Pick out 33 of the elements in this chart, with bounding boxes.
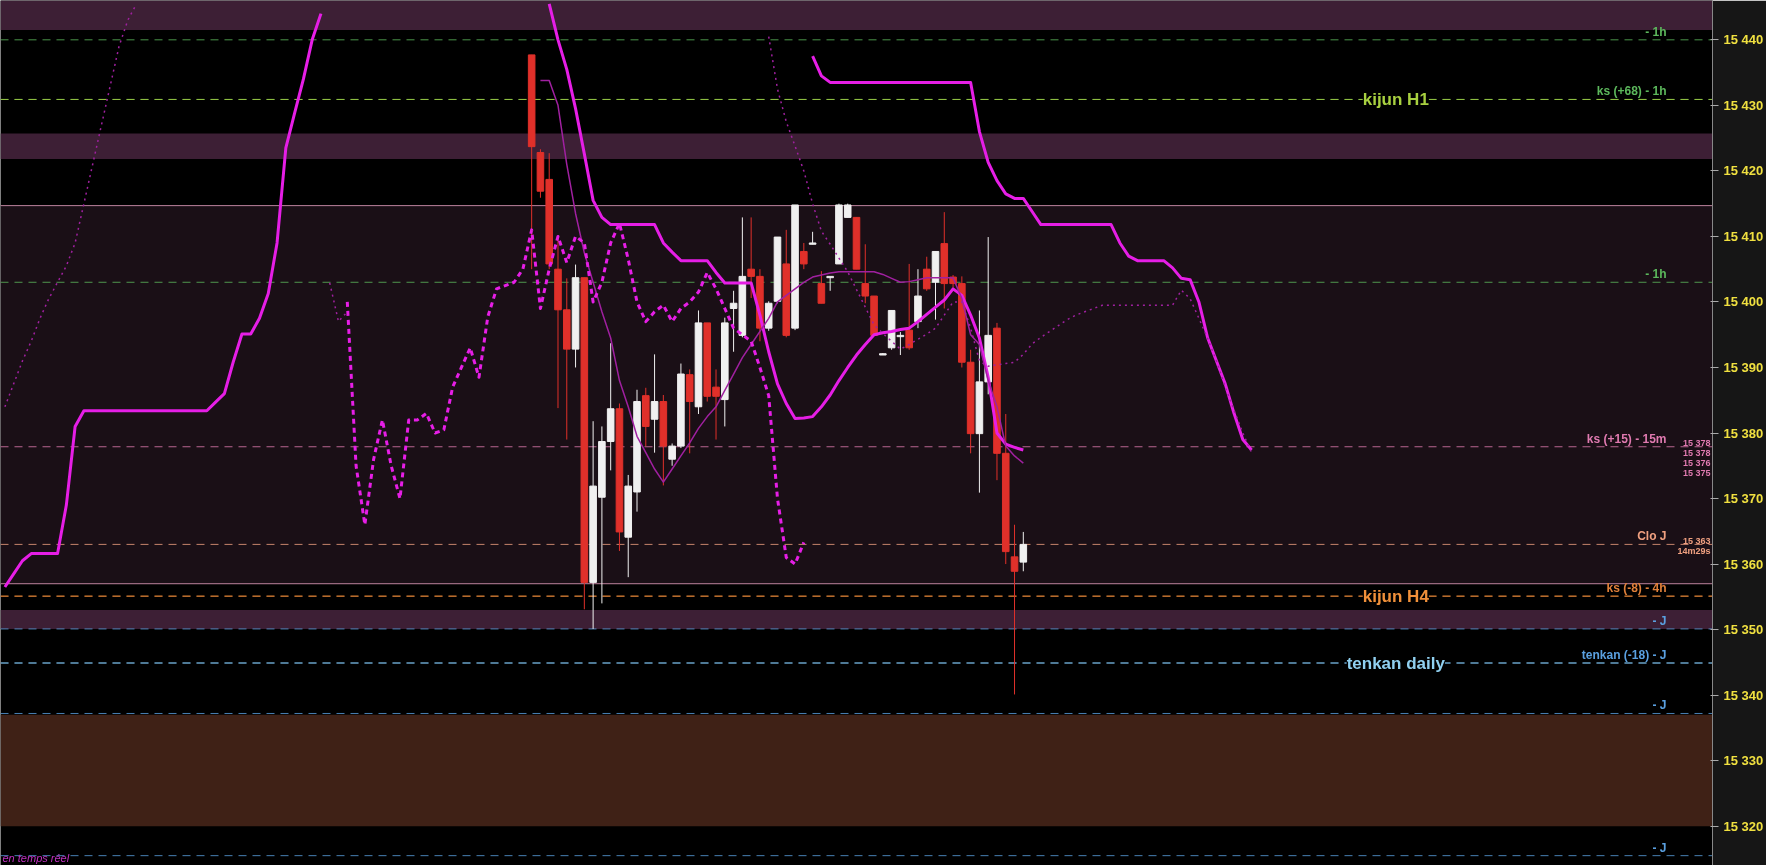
ref-line-label: - 1h [1645,267,1667,282]
y-tick-label: 15 390 [1723,359,1764,375]
ref-line-label: ks (+68) - 1h [1596,84,1667,99]
y-tick-label: 15 410 [1723,228,1764,244]
annotation: en temps réel [2,851,70,864]
y-tick-label: 15 340 [1723,687,1764,703]
ref-line-label: kijun H1 [1362,89,1429,109]
y-tick-label: 15 440 [1723,32,1764,48]
ref-line-label: kijun H4 [1362,586,1430,606]
y-tick-label: 15 330 [1723,753,1764,769]
y-tick-label: 15 320 [1723,818,1764,834]
ref-line-label: ks (-8) - 4h [1606,581,1667,596]
annotation: 15 378 [1682,448,1711,459]
y-tick-label: 15 400 [1723,294,1764,310]
y-tick-label: 15 360 [1723,556,1764,572]
ref-line-label: tenkan daily [1346,653,1446,673]
ref-line-label: - J [1652,698,1667,713]
annotation: 15 375 [1682,468,1711,479]
y-tick-label: 15 370 [1723,491,1764,507]
ref-line-label: ks (+15) - 15m [1586,431,1667,446]
ref-line-label: - J [1652,840,1667,855]
y-tick-label: 15 430 [1723,97,1764,113]
annotation: 15 376 [1682,458,1711,469]
ref-line-label: - 1h [1645,24,1667,39]
y-tick-label: 15 350 [1723,622,1764,638]
y-tick-label: 15 420 [1723,163,1764,179]
y-tick-label: 15 380 [1723,425,1764,441]
annotation: 15 363 [1682,536,1711,547]
annotation: 15 378 [1682,438,1711,449]
annotation: 14m29s [1677,546,1711,557]
ref-line-label: Clo J [1637,529,1667,544]
ref-line-label: - J [1652,613,1667,628]
ref-line-label: tenkan (-18) - J [1581,648,1667,663]
